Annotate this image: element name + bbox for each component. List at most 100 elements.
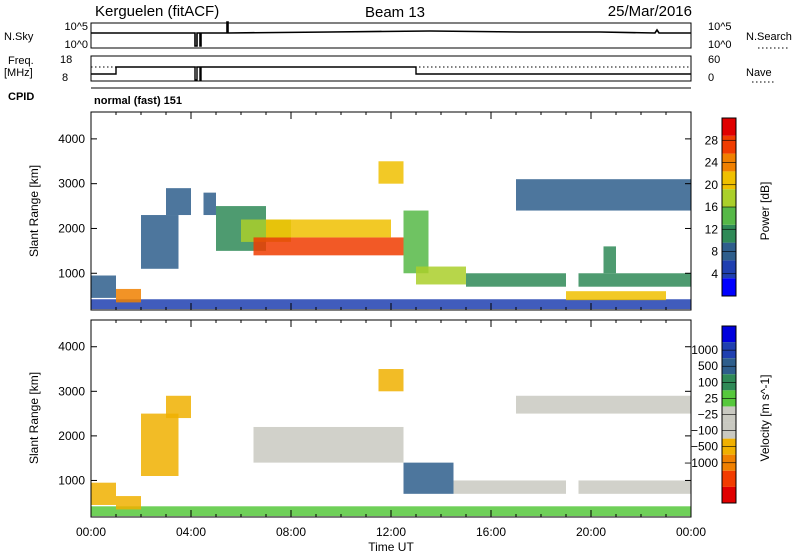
- power-region: [578, 273, 691, 287]
- cpid-value: normal (fast) 151: [94, 95, 182, 107]
- power-region: [203, 192, 216, 216]
- freq-tick-top: 18: [60, 54, 72, 66]
- velocity-region: [116, 496, 141, 510]
- velocity-region: [378, 369, 404, 392]
- velocity-region: [516, 395, 691, 414]
- velocity-colorbar-frame: [721, 325, 737, 504]
- power-x-axis: [90, 112, 692, 310]
- velocity-x-axis: [90, 320, 692, 517]
- power-region: [466, 273, 566, 287]
- power-region: [116, 288, 141, 303]
- power-y-axis: 1000 2000 3000 4000: [58, 132, 691, 280]
- power-colorbar-swatch: [722, 260, 736, 279]
- velocity-region: [403, 462, 454, 494]
- velocity-colorbar-tick-label: −25: [698, 408, 719, 422]
- nave-tick-bottom: 0: [708, 72, 714, 84]
- freq-tick-bottom: 8: [62, 72, 68, 84]
- time-tick-label: 12:00: [376, 525, 406, 539]
- power-region: [416, 266, 466, 285]
- velocity-y-axis: 1000 2000 3000 4000: [58, 340, 691, 487]
- power-region: [516, 179, 691, 211]
- power-colorbar-frame: [721, 117, 737, 297]
- power-colorbar-tick-label: 24: [705, 156, 719, 170]
- time-tick-label: 00:00: [76, 525, 106, 539]
- velocity-colorbar-tick-label: 100: [698, 375, 718, 389]
- power-region: [141, 215, 179, 269]
- power-ytick-label: 4000: [58, 132, 85, 146]
- power-region: [166, 188, 191, 216]
- velocity-region: [91, 482, 116, 505]
- power-colorbar-swatch: [722, 207, 736, 225]
- nsearch-tick-bottom: 10^0: [708, 39, 732, 51]
- velocity-ytick-label: 3000: [58, 384, 85, 398]
- nsky-tick-bottom: 10^0: [64, 39, 88, 51]
- velocity-region: [253, 426, 404, 463]
- velocity-colorbar-tick-label: 1000: [691, 343, 718, 357]
- freq-label-line1: Freq.: [8, 55, 34, 67]
- velocity-y-axis-label: Slant Range [km]: [27, 372, 41, 464]
- nave-tick-top: 60: [708, 54, 720, 66]
- nsearch-label: N.Search: [746, 31, 792, 43]
- date-title: 25/Mar/2016: [608, 3, 692, 20]
- power-colorbar-tick-label: 8: [711, 245, 718, 259]
- power-colorbar-tick-label: 20: [705, 178, 719, 192]
- nsky-label: N.Sky: [4, 31, 34, 43]
- power-colorbar-tick-label: 12: [705, 222, 719, 236]
- power-region: [266, 219, 391, 238]
- power-colorbar-swatch: [722, 171, 736, 190]
- power-region: [603, 246, 616, 274]
- time-tick-label: 20:00: [576, 525, 606, 539]
- velocity-ytick-label: 1000: [58, 473, 85, 487]
- velocity-colorbar-swatch: [722, 326, 736, 343]
- power-colorbar-swatch: [722, 118, 736, 136]
- nsky-trace: [91, 21, 691, 47]
- station-title: Kerguelen (fitACF): [95, 3, 219, 20]
- beam-title: Beam 13: [365, 4, 425, 21]
- power-y-axis-label: Slant Range [km]: [27, 165, 41, 257]
- power-region: [91, 275, 116, 298]
- power-ytick-label: 1000: [58, 266, 85, 280]
- velocity-region: [453, 480, 566, 494]
- power-colorbar-label: Power [dB]: [758, 182, 772, 241]
- power-ytick-label: 3000: [58, 177, 85, 191]
- power-region: [378, 161, 404, 184]
- power-region: [253, 237, 404, 256]
- velocity-region: [141, 413, 179, 476]
- velocity-ytick-label: 2000: [58, 429, 85, 443]
- velocity-colorbar-swatch: [722, 486, 736, 503]
- power-colorbar-tick-label: 16: [705, 200, 719, 214]
- velocity-region: [166, 395, 191, 419]
- velocity-colorbar-tick-label: 25: [705, 391, 719, 405]
- time-tick-label: 16:00: [476, 525, 506, 539]
- nsearch-tick-top: 10^5: [708, 21, 732, 33]
- velocity-colorbar-tick-label: −500: [691, 440, 718, 454]
- velocity-region: [578, 480, 691, 494]
- nsky-panel: [90, 22, 692, 49]
- power-colorbar-tick-label: 28: [705, 133, 719, 147]
- power-colorbar-swatch: [722, 224, 736, 243]
- power-colorbar-swatch: [722, 278, 736, 296]
- power-colorbar-swatch: [722, 135, 736, 154]
- velocity-colorbar: 1000 500 100 25 −25 −100 −500 −1000: [684, 325, 737, 504]
- freq-trace: [91, 66, 691, 81]
- velocity-colorbar-tick-label: −1000: [684, 456, 718, 470]
- time-tick-label: 00:00: [676, 525, 706, 539]
- time-tick-label: 08:00: [276, 525, 306, 539]
- cpid-label: CPID: [8, 91, 34, 103]
- power-colorbar-swatch: [722, 189, 736, 207]
- power-colorbar: 4 8 12 16 20 24 28: [705, 117, 737, 297]
- power-ytick-label: 2000: [58, 221, 85, 235]
- velocity-colorbar-tick-label: −100: [691, 424, 718, 438]
- time-tick-label: 04:00: [176, 525, 206, 539]
- time-axis-title: Time UT: [368, 540, 414, 554]
- time-axis-labels: 00:00 04:00 08:00 12:00 16:00 20:00 00:00: [76, 525, 706, 539]
- power-region: [566, 291, 666, 301]
- velocity-colorbar-label: Velocity [m s^-1]: [758, 375, 772, 462]
- power-colorbar-tick-label: 4: [711, 267, 718, 281]
- velocity-ytick-label: 4000: [58, 340, 85, 354]
- nsky-tick-top: 10^5: [64, 21, 88, 33]
- velocity-colorbar-swatch: [722, 470, 736, 487]
- power-region: [403, 210, 429, 274]
- velocity-colorbar-tick-label: 500: [698, 359, 718, 373]
